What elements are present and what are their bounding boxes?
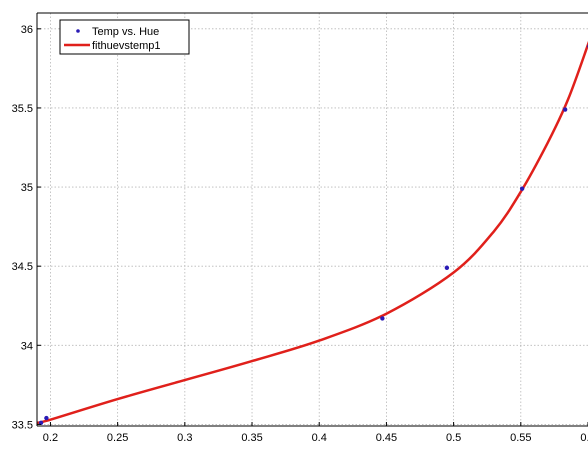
x-tick-label: 0.3 <box>177 432 192 444</box>
data-point <box>519 186 525 191</box>
x-tick-label: 0.55 <box>510 432 531 444</box>
y-tick-label: 35 <box>21 182 33 194</box>
axis-ticks <box>37 28 588 426</box>
y-tick-label: 34.5 <box>12 261 33 273</box>
data-point <box>562 107 568 112</box>
x-tick-label: 0.45 <box>376 432 397 444</box>
legend[interactable]: Temp vs. Hue fithuevstemp1 <box>59 19 190 55</box>
x-tick-label: 0.35 <box>241 432 262 444</box>
legend-label-fit: fithuevstemp1 <box>92 40 160 52</box>
data-point <box>444 265 450 270</box>
x-tick-label: 0.5 <box>446 432 461 444</box>
axis-tick-labels: 0.2 0.25 0.3 0.35 0.4 0.45 0.5 0.55 0.6 33.5 34 34.… <box>12 24 588 444</box>
legend-label-scatter: Temp vs. Hue <box>92 26 159 38</box>
y-tick-label: 33.5 <box>12 419 33 431</box>
y-tick-label: 36 <box>21 24 33 36</box>
x-tick-label: 0.25 <box>107 432 128 444</box>
data-points-layer <box>38 44 588 426</box>
x-tick-label: 0.4 <box>312 432 327 444</box>
y-tick-label: 35.5 <box>12 103 33 115</box>
legend-marker-scatter <box>76 29 80 33</box>
x-tick-label: 0.2 <box>43 432 58 444</box>
plot-area <box>37 13 588 426</box>
data-point <box>380 316 385 321</box>
y-tick-label: 34 <box>21 340 33 352</box>
legend-box <box>59 19 190 55</box>
data-point <box>44 415 49 421</box>
x-tick-label: 0.6 <box>580 432 588 444</box>
